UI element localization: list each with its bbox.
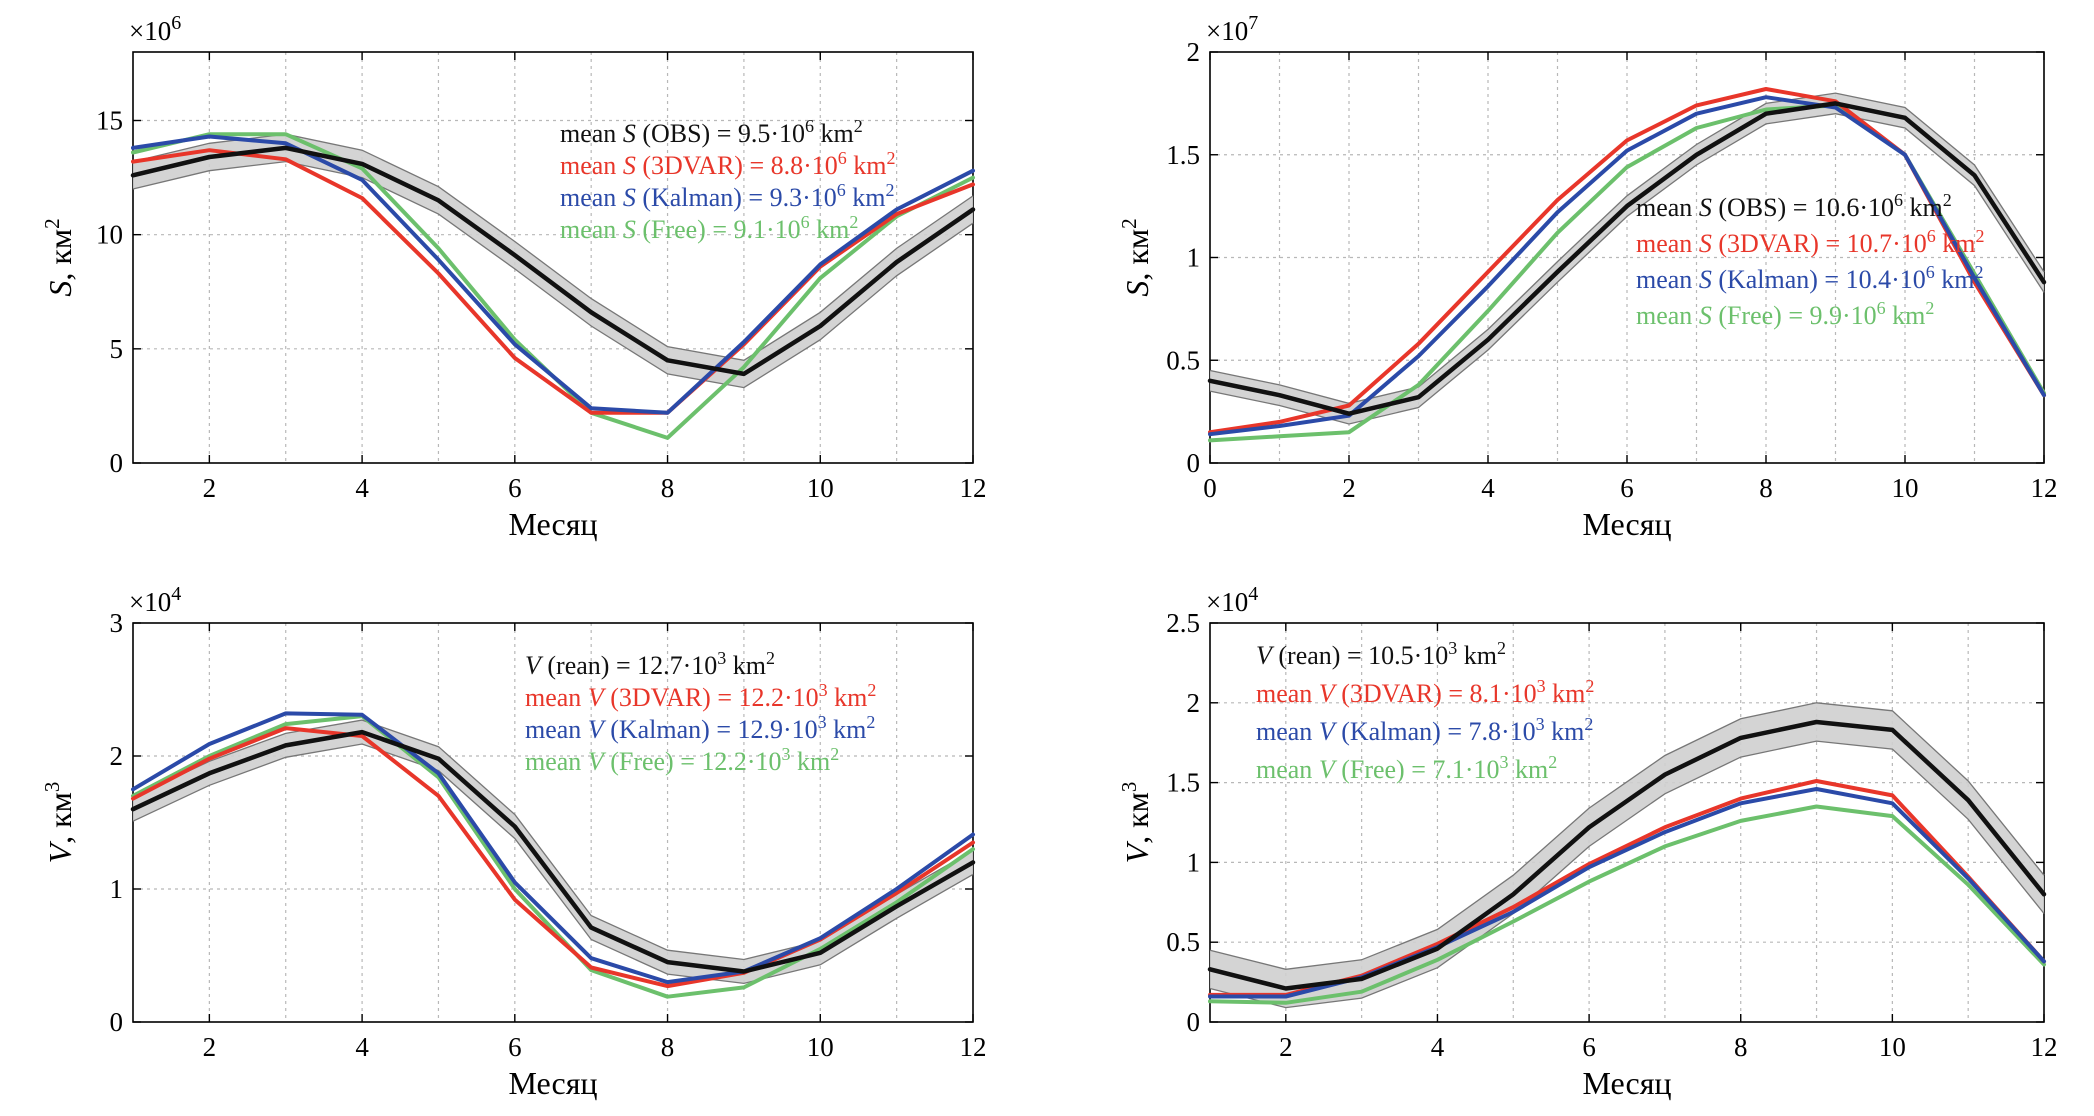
series-band-lower [1209, 740, 2045, 1009]
y-tick-label: 2 [1187, 688, 1201, 718]
plot-frame [1209, 622, 2045, 1023]
series-band-obs [1210, 702, 2044, 1008]
plot-frame [132, 51, 974, 464]
axis-multiplier: ×104 [129, 583, 181, 617]
x-axis-label: Месяц [508, 506, 597, 542]
y-axis-label: V, км3 [40, 782, 78, 864]
series-line-free [1208, 804, 2046, 1005]
legend-entry: mean S (Kalman) = 10.4·106 km2 [1636, 262, 1984, 294]
x-tick-label: 2 [1279, 1032, 1293, 1062]
series-line-kalman [131, 134, 975, 415]
axis-multiplier: ×107 [1206, 12, 1258, 46]
x-tick-label: 4 [1431, 1032, 1445, 1062]
x-tick-label: 8 [661, 1032, 675, 1062]
x-tick-label: 4 [1481, 473, 1495, 503]
x-tick-label: 8 [1759, 473, 1773, 503]
x-tick-label: 10 [807, 1032, 834, 1062]
legend-entry: mean V (3DVAR) = 12.2·103 km2 [525, 680, 876, 712]
y-tick-label: 1.5 [1166, 140, 1200, 170]
x-tick-label: 12 [2031, 473, 2058, 503]
y-tick-label: 0 [110, 448, 124, 478]
y-tick-label: 0 [1187, 448, 1201, 478]
legend-entry: mean S (OBS) = 10.6·106 km2 [1636, 190, 1952, 222]
y-tick-label: 0.5 [1166, 345, 1200, 375]
legend-entry: mean V (Kalman) = 7.8·103 km2 [1256, 714, 1593, 746]
series-band-obs [133, 134, 973, 388]
x-tick-label: 0 [1203, 473, 1217, 503]
x-tick-label: 10 [807, 473, 834, 503]
legend-entry: mean S (Free) = 9.9·106 km2 [1636, 298, 1934, 330]
legend-entry: mean V (Kalman) = 12.9·103 km2 [525, 712, 875, 744]
y-tick-label: 5 [110, 334, 124, 364]
axis-multiplier: ×106 [129, 12, 181, 46]
y-tick-label: 0 [1187, 1007, 1201, 1037]
series-line-threedvar [1208, 87, 2046, 435]
series-band-lower [132, 743, 974, 985]
x-axis-label: Месяц [1582, 506, 1671, 542]
y-tick-label: 15 [96, 106, 123, 136]
chart-panel-tl: 2 4 6 8 10 12 0 5 10 15 ×106 Месяц S, км2 mean S (OBS… [40, 12, 987, 542]
y-tick-label: 1.5 [1166, 768, 1200, 798]
x-tick-label: 6 [1582, 1032, 1596, 1062]
y-tick-label: 3 [110, 608, 124, 638]
series-line-threedvar [131, 148, 975, 415]
x-axis-label: Месяц [508, 1065, 597, 1101]
y-tick-label: 1 [1187, 243, 1201, 273]
x-tick-label: 12 [2031, 1032, 2058, 1062]
y-axis-label: S, км2 [1117, 218, 1155, 296]
y-tick-label: 0 [110, 1007, 124, 1037]
x-tick-label: 2 [1342, 473, 1356, 503]
x-axis-label: Месяц [1582, 1065, 1671, 1101]
x-tick-label: 4 [355, 473, 369, 503]
chart-panel-br: 2 4 6 8 10 12 0 0.5 1 1.5 2 2.5×104 Месяц V, км3 V (re… [1117, 583, 2058, 1101]
y-axis-label: V, км3 [1117, 782, 1155, 864]
x-tick-label: 6 [1620, 473, 1634, 503]
x-tick-label: 6 [508, 473, 522, 503]
legend-entry: mean V (Free) = 12.2·103 km2 [525, 744, 839, 776]
series-band-obs [1210, 93, 2044, 424]
legend-entry: mean V (Free) = 7.1·103 km2 [1256, 752, 1557, 784]
series-line-kalman [131, 711, 975, 985]
legend-entry: mean S (Kalman) = 9.3·106 km2 [560, 180, 895, 212]
legend-entry: mean V (3DVAR) = 8.1·103 km2 [1256, 676, 1594, 708]
series-line-obs [1207, 719, 2047, 991]
legend-entry: V (rean) = 12.7·103 km2 [525, 648, 775, 680]
series-line-obs [1207, 101, 2047, 416]
series-band-upper [1209, 702, 2045, 970]
series-line-obs [130, 145, 976, 377]
x-tick-label: 10 [1879, 1032, 1906, 1062]
x-tick-label: 6 [508, 1032, 522, 1062]
x-tick-label: 4 [355, 1032, 369, 1062]
y-tick-label: 2 [1187, 37, 1201, 67]
x-tick-label: 10 [1892, 473, 1919, 503]
x-tick-label: 12 [960, 1032, 987, 1062]
legend-entry: mean S (3DVAR) = 10.7·106 km2 [1636, 226, 1985, 258]
x-tick-label: 8 [1734, 1032, 1748, 1062]
y-tick-label: 1 [110, 874, 124, 904]
series-line-free [131, 714, 975, 999]
series-band-lower [132, 160, 974, 389]
x-tick-label: 2 [203, 473, 217, 503]
y-tick-label: 2 [110, 741, 124, 771]
y-axis-label: S, км2 [40, 218, 78, 296]
plot-frame [132, 622, 974, 1023]
legend-entry: V (rean) = 10.5·103 km2 [1256, 638, 1506, 670]
x-tick-label: 12 [960, 473, 987, 503]
x-tick-label: 8 [661, 473, 675, 503]
y-tick-label: 2.5 [1166, 608, 1200, 638]
axis-multiplier: ×104 [1206, 583, 1258, 617]
legend-entry: mean S (3DVAR) = 8.8·106 km2 [560, 148, 896, 180]
y-tick-label: 1 [1187, 847, 1201, 877]
x-tick-label: 2 [203, 1032, 217, 1062]
y-tick-label: 0.5 [1166, 927, 1200, 957]
series-line-obs [130, 729, 976, 974]
y-tick-label: 10 [96, 220, 123, 250]
series-band-lower [1209, 113, 2045, 425]
legend-entry: mean S (Free) = 9.1·106 km2 [560, 212, 858, 244]
legend-entry: mean S (OBS) = 9.5·106 km2 [560, 116, 863, 148]
